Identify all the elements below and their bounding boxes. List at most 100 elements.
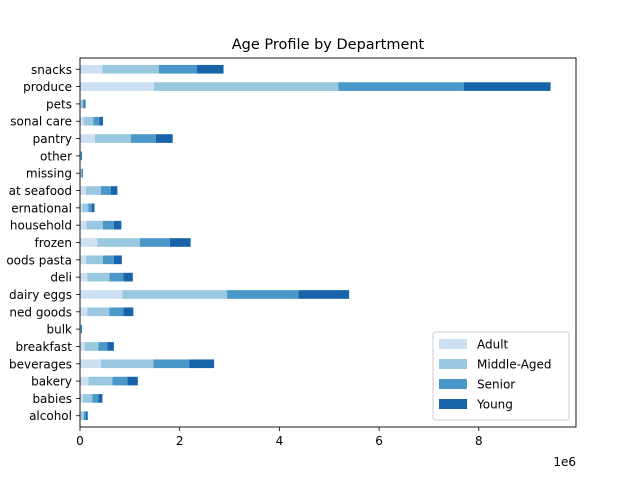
y-tick-label: deli (50, 271, 72, 285)
y-tick-label: ernational (11, 201, 72, 215)
bar-international-young (91, 203, 95, 213)
bar-personal-care-adult (80, 116, 84, 126)
bar-alcohol-young (85, 411, 88, 421)
bar-bakery-adult (80, 376, 89, 386)
bar-dairy-eggs-young (298, 290, 350, 299)
bar-dry-goods-pasta-young (113, 255, 122, 265)
bar-dairy-eggs-adult (80, 290, 123, 299)
bar-canned-goods-adult (80, 307, 88, 317)
bar-frozen-adult (80, 238, 98, 247)
bar-breakfast-senior (98, 342, 108, 351)
bar-international-senior (88, 203, 92, 213)
y-ticks-group: alcohol babies bakery beverages breakfast bul… (6, 63, 80, 423)
y-tick-label: babies (32, 392, 72, 406)
bar-household-adult (80, 220, 87, 230)
bar-pets-senior (82, 99, 85, 109)
y-tick-label: frozen (34, 236, 72, 250)
chart-title: Age Profile by Department (232, 37, 425, 53)
bar-breakfast-young (107, 342, 114, 351)
bar-babies-adult (80, 394, 83, 403)
bar-beverages-middle-aged (100, 359, 154, 369)
bar-beverages-senior (153, 359, 190, 369)
bar-meat-seafood-senior (100, 186, 111, 195)
bar-bulk-senior (80, 324, 82, 334)
legend-label: Senior (477, 378, 515, 392)
bar-dry-goods-pasta-senior (102, 255, 114, 265)
bar-frozen-middle-aged (97, 238, 140, 247)
y-tick-label: pantry (33, 132, 72, 146)
bar-frozen-senior (139, 238, 170, 247)
legend-label: Young (476, 398, 513, 412)
bar-bulk-young (81, 324, 82, 334)
bar-meat-seafood-adult (80, 186, 86, 195)
bar-deli-adult (80, 272, 88, 282)
bar-other-young (81, 151, 82, 161)
x-tick-label: 4 (276, 434, 284, 448)
bar-missing-middle-aged (80, 168, 82, 178)
bar-household-middle-aged (86, 220, 103, 230)
bar-snacks-middle-aged (102, 64, 159, 74)
bar-produce-senior (338, 82, 464, 91)
y-tick-label: at seafood (9, 184, 72, 198)
bar-international-middle-aged (82, 203, 89, 213)
bar-deli-senior (109, 272, 124, 282)
bar-personal-care-young (99, 116, 103, 126)
bar-pets-young (84, 99, 86, 109)
bar-snacks-young (196, 64, 224, 74)
bar-missing-young (82, 168, 83, 178)
bar-babies-senior (92, 394, 99, 403)
bar-produce-young (463, 82, 551, 91)
bar-international-adult (80, 203, 83, 213)
bar-produce-adult (80, 82, 154, 91)
bar-other-middle-aged (80, 151, 81, 161)
bar-beverages-adult (80, 359, 101, 369)
bar-bulk-middle-aged (80, 324, 81, 334)
bar-alcohol-senior (83, 411, 86, 421)
x-tick-label: 2 (176, 434, 184, 448)
x-offset-text: 1e6 (553, 455, 576, 469)
bar-produce-middle-aged (153, 82, 339, 91)
bar-pantry-middle-aged (94, 134, 131, 143)
bar-frozen-young (169, 238, 191, 247)
y-tick-label: snacks (31, 63, 72, 77)
bar-deli-middle-aged (87, 272, 110, 282)
y-tick-label: alcohol (29, 409, 72, 423)
x-tick-label: 6 (375, 434, 383, 448)
bar-dairy-eggs-senior (227, 290, 299, 299)
bar-household-senior (102, 220, 114, 230)
y-tick-label: beverages (9, 357, 72, 371)
bar-canned-goods-young (123, 307, 134, 317)
y-tick-label: household (10, 219, 72, 233)
y-tick-label: oods pasta (6, 253, 72, 267)
bar-canned-goods-middle-aged (87, 307, 110, 317)
bar-alcohol-adult (80, 411, 81, 421)
legend-label: Adult (477, 338, 509, 352)
legend-swatch-middle-aged (439, 359, 467, 369)
bar-dairy-eggs-middle-aged (122, 290, 228, 299)
y-tick-label: pets (46, 97, 72, 111)
bar-pantry-young (155, 134, 173, 143)
bar-breakfast-adult (80, 342, 85, 351)
bar-meat-seafood-young (110, 186, 118, 195)
legend-swatch-young (439, 399, 467, 409)
bar-pantry-senior (130, 134, 156, 143)
x-ticks-group: 0 2 4 6 8 (76, 427, 483, 448)
bar-personal-care-middle-aged (83, 116, 94, 126)
bar-dry-goods-pasta-middle-aged (85, 255, 103, 265)
y-tick-label: dairy eggs (9, 288, 72, 302)
x-tick-label: 0 (76, 434, 84, 448)
bars-group (80, 64, 551, 421)
y-tick-label: breakfast (15, 340, 72, 354)
bar-missing-senior (81, 168, 83, 178)
legend-swatch-adult (439, 339, 467, 349)
bar-pets-middle-aged (80, 99, 83, 109)
bar-other-senior (80, 151, 82, 161)
y-tick-label: missing (26, 167, 72, 181)
bar-meat-seafood-middle-aged (85, 186, 101, 195)
bar-deli-young (123, 272, 133, 282)
y-tick-label: bulk (46, 323, 72, 337)
bar-breakfast-middle-aged (84, 342, 99, 351)
bar-bakery-senior (112, 376, 128, 386)
